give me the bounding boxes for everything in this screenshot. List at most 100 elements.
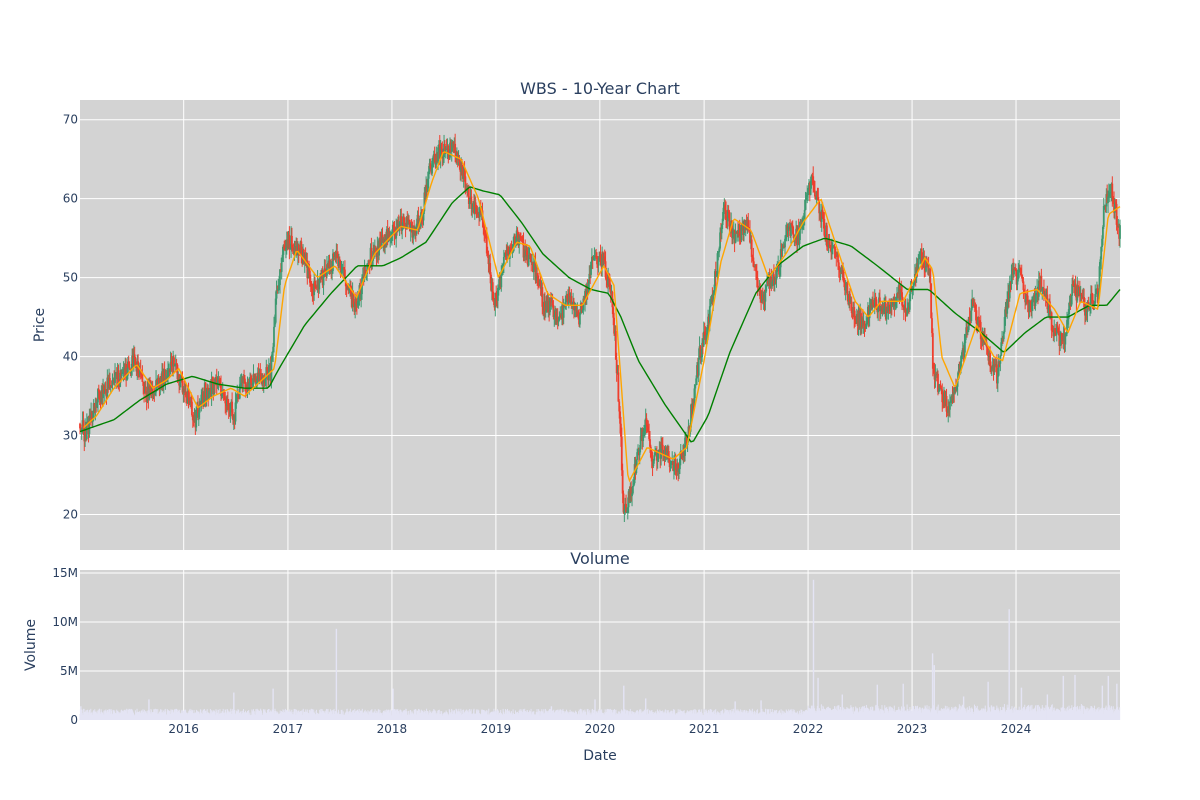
candle-body [1002, 331, 1005, 340]
candle-body [396, 227, 398, 229]
candle-body [183, 388, 186, 393]
candle-body [92, 403, 95, 419]
candle-body [297, 244, 300, 253]
candle-body [503, 252, 506, 258]
candle-body [931, 318, 933, 334]
candle-body [585, 285, 588, 299]
candle-body [714, 271, 716, 291]
volume-bar [390, 709, 392, 720]
candle-body [392, 224, 395, 228]
candle-body [923, 256, 926, 269]
candle-body [875, 299, 878, 309]
candle-body [1025, 295, 1027, 303]
candle-body [846, 283, 849, 296]
candle-body [691, 399, 694, 415]
candle-body [654, 451, 657, 456]
candle-body [244, 383, 247, 388]
candle-body [595, 255, 598, 258]
candle-body [527, 255, 530, 266]
candle-body [828, 238, 831, 245]
candle-body [904, 307, 907, 313]
candle-body [866, 322, 868, 324]
candle-body [264, 378, 267, 381]
volume-bar [715, 709, 717, 720]
candle-body [1016, 279, 1019, 285]
candle-body [843, 282, 846, 291]
candle-body [1091, 294, 1094, 302]
candle-body [605, 277, 608, 281]
candle-body [242, 377, 245, 384]
candle-body [304, 253, 307, 266]
candle-body [379, 238, 381, 240]
volume-bar [408, 710, 410, 720]
candle-body [1089, 303, 1091, 310]
candle-body [837, 262, 840, 271]
candle-body [901, 292, 903, 306]
candle-body [141, 372, 144, 382]
candle-body [1021, 277, 1024, 282]
candle-body [588, 273, 591, 283]
candle-body [577, 311, 580, 318]
candle-body [693, 388, 696, 404]
candle-body [707, 316, 710, 334]
volume-bar [996, 705, 998, 720]
candle-body [227, 404, 230, 410]
candle-body [1022, 281, 1025, 291]
candle-body [685, 435, 688, 445]
candle-body [961, 352, 963, 357]
candle-body [812, 176, 815, 184]
candle-body [1034, 295, 1037, 306]
candle-body [805, 196, 808, 200]
candle-body [775, 271, 778, 280]
candle-body [973, 305, 976, 308]
candle-body [695, 378, 698, 385]
volume-bar [353, 710, 355, 720]
candle-body [949, 400, 952, 403]
candle-body [784, 238, 786, 248]
candle-body [964, 334, 967, 344]
volume-bar [765, 709, 767, 720]
candle-body [408, 219, 410, 221]
candle-body [726, 209, 729, 222]
candle-body [877, 308, 880, 313]
candle-body [1101, 238, 1103, 247]
candle-body [213, 383, 216, 395]
candle-body [908, 294, 911, 310]
candle-body [966, 330, 969, 333]
candle-body [703, 331, 706, 335]
candle-body [1031, 301, 1033, 310]
candle-body [1040, 275, 1043, 291]
volume-bar [562, 708, 564, 720]
volume-bar [394, 709, 396, 720]
volume-bar [327, 708, 329, 720]
candle-body [942, 402, 945, 403]
candle-body [753, 266, 756, 268]
volume-bar [861, 706, 863, 720]
candle-body [1019, 267, 1021, 269]
candle-body [831, 247, 834, 249]
candle-body [235, 399, 238, 403]
candle-body [1000, 342, 1003, 356]
candle-body [1017, 272, 1020, 280]
candle-body [790, 224, 793, 226]
candle-body [913, 283, 915, 286]
candle-body [646, 424, 649, 427]
candle-body [632, 483, 635, 487]
candle-body [756, 277, 759, 288]
candle-body [787, 227, 790, 232]
candle-body [189, 400, 192, 404]
candle-body [497, 287, 500, 289]
candle-body [626, 512, 628, 513]
candle-body [326, 264, 328, 276]
candle-body [440, 147, 443, 150]
candle-body [749, 229, 751, 243]
volume-bar [90, 708, 92, 720]
candle-body [1006, 300, 1009, 314]
candle-body [1054, 328, 1056, 333]
candle-body [272, 346, 275, 353]
candle-body [104, 389, 107, 391]
candle-body [706, 333, 709, 336]
candle-body [581, 310, 584, 312]
candle-body [660, 444, 663, 459]
candle-body [648, 431, 651, 440]
